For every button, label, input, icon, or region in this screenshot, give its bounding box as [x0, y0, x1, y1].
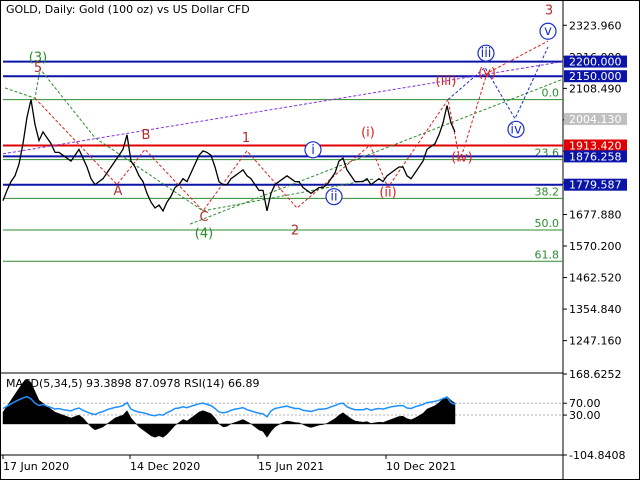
price-label-box: [564, 178, 627, 191]
price-label-box: [564, 150, 627, 163]
x-tick-label: 10 Dec 2021: [386, 460, 456, 473]
wave-label: (ii): [379, 185, 396, 200]
wave-label: A: [114, 184, 123, 199]
wave-label-circle: [304, 141, 322, 159]
price-label-text: 2150.000: [569, 70, 622, 83]
y-tick-label: 2108.490: [569, 82, 622, 95]
channel-line-lower: [189, 78, 564, 225]
wave-label-circle: [507, 120, 525, 138]
fibonacci-level-label: 23.6: [535, 147, 560, 160]
price-label-text: 1876.258: [569, 150, 622, 163]
wave-label: C: [199, 210, 208, 225]
macd-histogram: [2, 379, 456, 438]
wave-label-circle: [325, 188, 343, 206]
price-label-box: [564, 55, 627, 68]
wave-label: (iii): [436, 74, 457, 89]
y-tick-label: 1462.520: [569, 272, 622, 285]
price-label-box: [564, 70, 627, 83]
x-tick-label: 17 Jun 2020: [3, 460, 69, 473]
rsi-line: [2, 395, 456, 418]
indicator-y-tick-label: 30.00: [569, 409, 601, 422]
price-label-text: 1779.587: [569, 179, 622, 192]
wave-label-circle: [477, 44, 495, 62]
wave-label: 5: [34, 61, 42, 76]
x-tick-label: 14 Dec 2020: [130, 460, 200, 473]
x-tick-label: 15 Jun 2021: [258, 460, 324, 473]
wave-path-blue: [447, 46, 549, 120]
wave-label: (4): [195, 226, 213, 241]
price-label-box: [564, 139, 627, 152]
fibonacci-level-label: 0.0: [542, 87, 560, 100]
y-tick-label: 1247.160: [569, 335, 622, 348]
indicator-y-tick-label: 70.00: [569, 397, 601, 410]
wave-label: (iv): [451, 151, 472, 166]
channel-line-upper: [2, 61, 564, 155]
wave-label: i: [311, 143, 315, 158]
wave-label: 1: [242, 131, 250, 146]
indicator-title: MACD(5,34,5) 93.3898 87.0978 RSI(14) 66.…: [6, 377, 260, 390]
wave-label: (3): [29, 51, 47, 66]
price-label-text: 2004.130: [569, 113, 622, 126]
wave-label: (i): [361, 125, 375, 140]
wave-label-circle: [539, 22, 557, 40]
wave-path-red: [34, 40, 549, 212]
y-tick-label: 1354.840: [569, 303, 622, 316]
wave-label: 2: [291, 223, 299, 238]
wave-label: (v): [478, 66, 496, 81]
wave-label: 3: [545, 4, 553, 19]
wave-label: iv: [510, 122, 522, 137]
indicator-y-tick-label: 168.6252: [569, 368, 622, 381]
y-tick-label: 1570.200: [569, 240, 622, 253]
wave-label: iii: [481, 46, 492, 61]
fibonacci-level-label: 61.8: [535, 248, 560, 261]
chart-title: GOLD, Daily: Gold (100 oz) vs US Dollar …: [6, 3, 250, 16]
price-label-text: 1913.420: [569, 139, 622, 152]
y-tick-label: 1677.880: [569, 208, 622, 221]
fibonacci-level-label: 38.2: [535, 185, 560, 198]
wave-label: v: [544, 24, 552, 39]
y-tick-label: 2323.960: [569, 19, 622, 32]
price-series-line: [2, 99, 456, 213]
wave-path-green: [4, 67, 376, 212]
price-label-text: 2200.000: [569, 56, 622, 69]
fibonacci-level-label: 50.0: [535, 217, 560, 230]
price-label-box: [564, 112, 627, 125]
wave-label: ii: [330, 190, 337, 205]
wave-label: B: [142, 128, 151, 143]
indicator-y-tick-label: -104.8408: [569, 449, 625, 462]
